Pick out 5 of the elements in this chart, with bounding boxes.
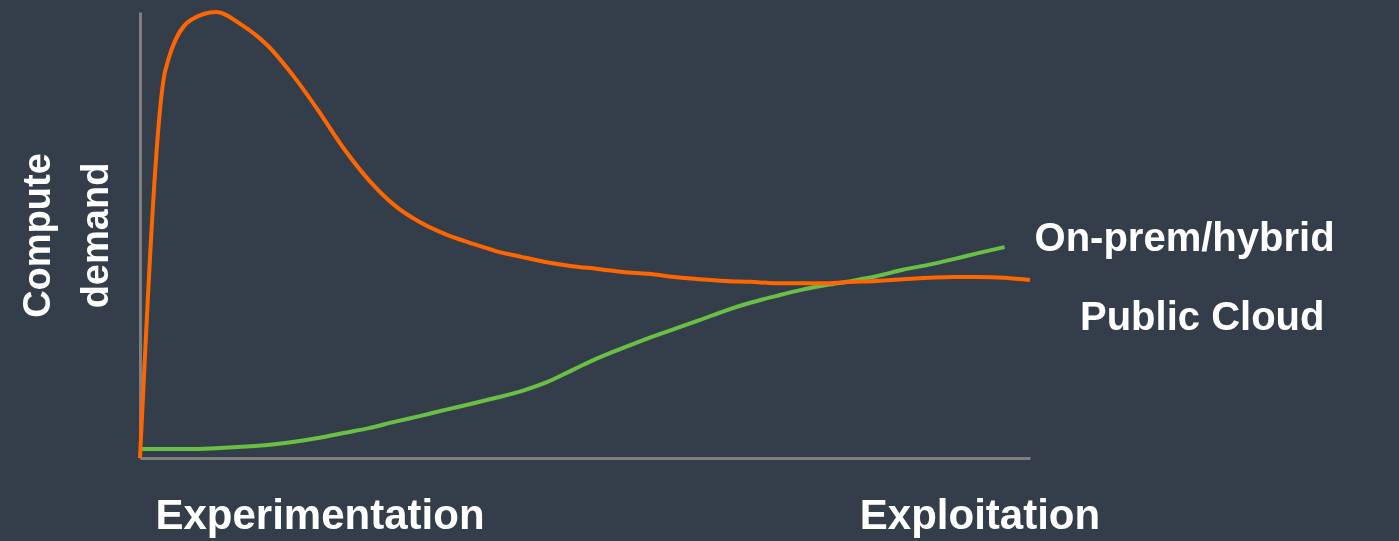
y-axis-title: Compute demand: [15, 153, 116, 318]
text: Experimentation: [155, 491, 485, 538]
text: Exploitation: [859, 491, 1101, 538]
series-label: Public Cloud: [1080, 294, 1325, 339]
series-label: On-prem/hybrid: [1034, 215, 1335, 260]
